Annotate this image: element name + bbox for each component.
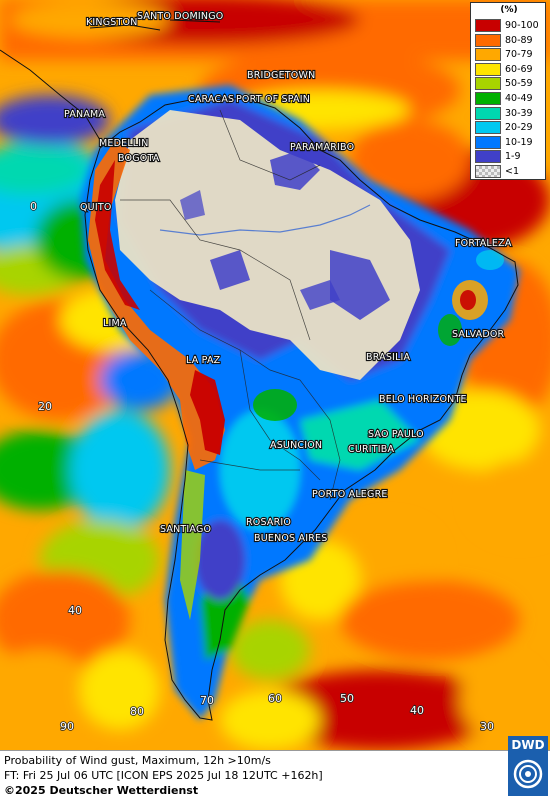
city-curitiba: CURITIBA	[348, 444, 395, 455]
legend-swatch	[475, 92, 501, 105]
legend-swatch	[475, 77, 501, 91]
dwd-logo: DWD	[508, 736, 548, 796]
legend-item: 30-39	[475, 106, 545, 121]
city-bogota: BOGOTA	[118, 153, 160, 164]
legend-swatch	[475, 121, 501, 135]
dwd-logo-text: DWD	[511, 738, 545, 752]
legend-label: 10-19	[505, 136, 533, 148]
legend-item: 70-79	[475, 48, 545, 62]
legend-swatch	[475, 106, 501, 120]
legend-swatch	[475, 165, 501, 178]
legend-item: 1-9	[475, 150, 545, 164]
city-fortaleza: FORTALEZA	[455, 238, 512, 249]
city-santiago: SANTIAGO	[160, 524, 211, 535]
city-caracas: CARACAS	[188, 94, 234, 105]
lon-label-90: 90	[60, 720, 74, 733]
lon-label-70: 70	[200, 694, 214, 707]
lon-label-40: 40	[410, 704, 424, 717]
legend-item: 90-100	[475, 19, 545, 33]
legend-label: <1	[505, 166, 520, 177]
legend-label: 30-39	[505, 107, 533, 119]
city-panama: PANAMA	[64, 109, 105, 120]
city-salvador: SALVADOR	[452, 329, 505, 340]
legend-swatch	[475, 135, 501, 149]
city-la-paz: LA PAZ	[186, 355, 221, 366]
legend-label: 40-49	[505, 93, 533, 104]
city-brasilia: BRASILIA	[366, 352, 411, 363]
legend-item: 80-89	[475, 33, 545, 48]
legend-label: 1-9	[505, 151, 521, 163]
lon-label-50: 50	[340, 692, 354, 705]
legend-label: 50-59	[505, 78, 533, 90]
legend-item: 20-29	[475, 121, 545, 135]
legend-swatch	[475, 62, 501, 76]
city-buenos-aires: BUENOS AIRES	[254, 533, 327, 544]
city-paramaribo: PARAMARIBO	[290, 142, 354, 153]
city-kingston: KINGSTON	[86, 17, 138, 28]
lon-label-80: 80	[130, 705, 144, 718]
legend-item: 10-19	[475, 135, 545, 150]
legend-swatch	[475, 48, 501, 62]
city-quito: QUITO	[80, 202, 112, 213]
city-porto-alegre: PORTO ALEGRE	[312, 489, 388, 500]
footer: Probability of Wind gust, Maximum, 12h >…	[0, 750, 550, 800]
lat-label-0: 0	[30, 200, 37, 213]
legend-label: 20-29	[505, 122, 533, 134]
probability-field	[0, 0, 550, 750]
lon-label-30: 30	[480, 720, 494, 733]
forecast-time: FT: Fri 25 Jul 06 UTC [ICON EPS 2025 Jul…	[4, 769, 323, 782]
legend-label: 80-89	[505, 34, 533, 46]
legend-item: 60-69	[475, 62, 545, 77]
city-labels: KINGSTON SANTO DOMINGO BRIDGETOWN CARACA…	[63, 10, 513, 545]
probability-map: 0 20 40 90 80 70 60 50 40 30 KINGSTON SA…	[0, 0, 550, 750]
legend-unit: (%)	[500, 5, 518, 15]
city-belo-horizonte: BELO HORIZONTE	[379, 394, 467, 405]
copyright: ©2025 Deutscher Wetterdienst	[4, 784, 199, 797]
legend-item: <1	[475, 165, 545, 179]
lat-label-20: 20	[38, 400, 52, 413]
city-bridgetown: BRIDGETOWN	[247, 70, 315, 81]
swirl-icon	[513, 759, 543, 789]
legend-item: 50-59	[475, 77, 545, 91]
lat-label-40: 40	[68, 604, 82, 617]
city-asuncion: ASUNCION	[270, 440, 322, 451]
coastline	[84, 97, 519, 721]
product-description: Probability of Wind gust, Maximum, 12h >…	[4, 754, 271, 767]
legend-label: 70-79	[505, 49, 533, 61]
city-medellin: MEDELLIN	[99, 138, 149, 149]
legend-item: 40-49	[475, 92, 545, 106]
legend-label: 90-100	[505, 20, 539, 31]
city-santo-domingo: SANTO DOMINGO	[137, 11, 223, 22]
legend-swatch	[475, 33, 501, 47]
city-rosario: ROSARIO	[246, 517, 291, 528]
legend-label: 60-69	[505, 63, 533, 75]
legend: (%) 90-100 80-89 70-79 60-69 50-59 40-49 30-39…	[470, 2, 546, 180]
city-port-of-spain: PORT OF SPAIN	[236, 94, 310, 105]
lon-label-60: 60	[268, 692, 282, 705]
city-sao-paulo: SAO PAULO	[368, 429, 424, 440]
legend-swatch	[475, 150, 501, 164]
legend-swatch	[475, 19, 501, 32]
city-lima: LIMA	[103, 318, 127, 329]
